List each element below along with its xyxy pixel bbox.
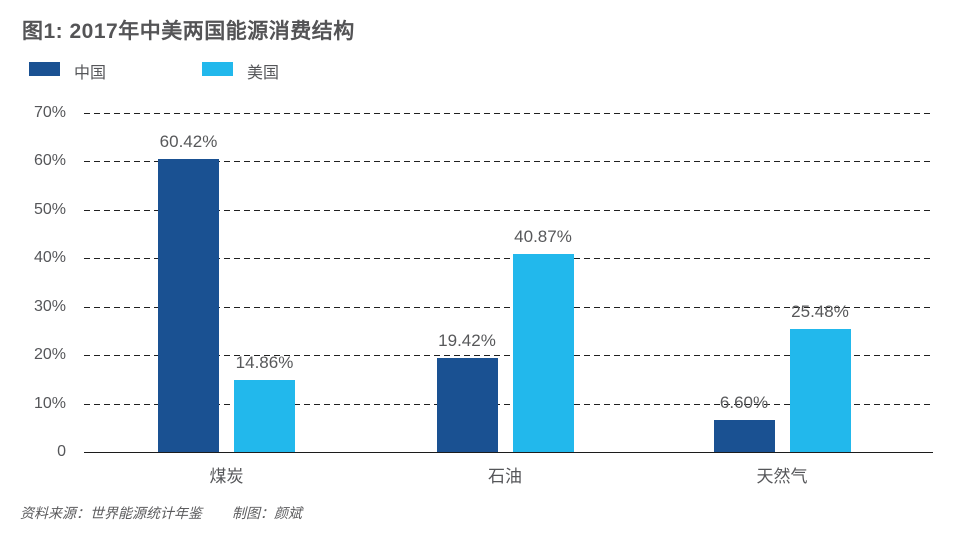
bar-美国-石油 bbox=[512, 254, 574, 452]
bar-中国-煤炭 bbox=[158, 159, 219, 452]
y-tick-label-20%: 20% bbox=[33, 346, 66, 364]
legend-swatch-china bbox=[29, 62, 60, 76]
y-tick-label-40%: 40% bbox=[33, 249, 66, 267]
y-tick-label-10%: 10% bbox=[33, 394, 66, 412]
plot-area: 60.42% 14.86% 煤炭 19.42% 40.87% 石油 6.60% 25.48% 天… bbox=[84, 113, 933, 486]
bar-value-label-美国-天然气: 25.48% bbox=[791, 301, 849, 321]
y-tick-label-50%: 50% bbox=[33, 200, 66, 218]
category-label-煤炭: 煤炭 bbox=[209, 467, 244, 486]
y-tick-label-60%: 60% bbox=[33, 152, 66, 170]
y-tick-label-0: 0 bbox=[57, 443, 66, 460]
y-tick-label-30%: 30% bbox=[33, 297, 66, 315]
footer-credit: 制图：颜斌 bbox=[232, 505, 302, 521]
gridline-60% bbox=[84, 161, 933, 163]
bar-美国-煤炭 bbox=[234, 380, 295, 452]
legend-label-usa: 美国 bbox=[247, 65, 280, 82]
bar-中国-石油 bbox=[436, 357, 498, 452]
bar-美国-天然气 bbox=[789, 328, 851, 452]
legend-label-china: 中国 bbox=[74, 65, 107, 82]
bar-value-label-美国-煤炭: 14.86% bbox=[235, 353, 294, 373]
legend-swatch-usa bbox=[202, 62, 233, 76]
footer: 资料来源：世界能源统计年鉴 制图：颜斌 bbox=[20, 503, 302, 523]
y-tick-label-70%: 70% bbox=[33, 104, 66, 121]
gridline-30% bbox=[84, 306, 933, 308]
gridline-10% bbox=[84, 403, 933, 405]
legend: 中国 美国 bbox=[0, 59, 967, 82]
category-label-石油: 石油 bbox=[488, 467, 522, 486]
category-label-天然气: 天然气 bbox=[756, 467, 808, 486]
x-axis-line bbox=[84, 451, 933, 453]
gridline-70% bbox=[84, 113, 933, 114]
gridline-20% bbox=[84, 355, 933, 357]
chart-title: 图1: 2017年中美两国能源消费结构 bbox=[22, 20, 355, 43]
bar-value-label-美国-石油: 40.87% bbox=[514, 227, 572, 247]
footer-source: 资料来源：世界能源统计年鉴 bbox=[20, 505, 202, 521]
gridline-50% bbox=[84, 209, 933, 211]
bar-value-label-中国-天然气: 6.60% bbox=[719, 393, 769, 413]
bar-value-label-中国-石油: 19.42% bbox=[438, 330, 496, 350]
gridline-40% bbox=[84, 258, 933, 260]
bar-value-label-中国-煤炭: 60.42% bbox=[159, 132, 218, 152]
bar-中国-天然气 bbox=[713, 420, 775, 452]
